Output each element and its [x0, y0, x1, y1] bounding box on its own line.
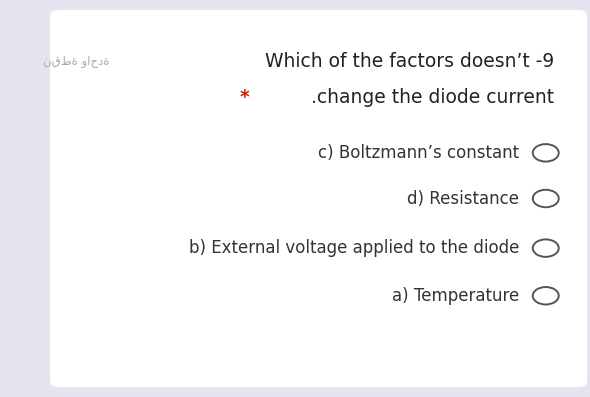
Text: a) Temperature: a) Temperature	[392, 287, 519, 305]
Text: .change the diode current: .change the diode current	[312, 88, 555, 107]
FancyBboxPatch shape	[50, 10, 587, 387]
Text: Which of the factors doesn’t -9: Which of the factors doesn’t -9	[266, 52, 555, 71]
Text: b) External voltage applied to the diode: b) External voltage applied to the diode	[189, 239, 519, 257]
Text: d) Resistance: d) Resistance	[407, 189, 519, 208]
Text: c) Boltzmann’s constant: c) Boltzmann’s constant	[318, 144, 519, 162]
Text: نقطة واحدة: نقطة واحدة	[42, 55, 109, 68]
Text: *: *	[240, 88, 250, 107]
